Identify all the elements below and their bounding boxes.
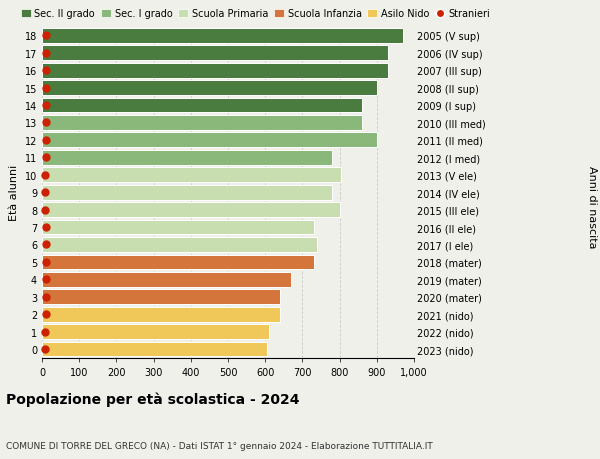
Point	[40, 189, 50, 196]
Point	[41, 259, 50, 266]
Point	[41, 276, 50, 283]
Bar	[42, 29, 403, 44]
Bar	[42, 325, 269, 339]
Point	[41, 85, 50, 92]
Bar	[42, 272, 291, 287]
Bar	[42, 185, 332, 200]
Bar	[42, 290, 280, 304]
Bar	[42, 81, 377, 96]
Point	[40, 328, 50, 336]
Bar	[42, 116, 362, 131]
Point	[40, 207, 50, 214]
Bar	[42, 46, 388, 61]
Point	[41, 33, 51, 40]
Bar	[42, 238, 317, 252]
Point	[40, 172, 50, 179]
Bar	[42, 133, 377, 148]
Bar	[42, 98, 362, 113]
Point	[41, 119, 51, 127]
Legend: Sec. II grado, Sec. I grado, Scuola Primaria, Scuola Infanzia, Asilo Nido, Stran: Sec. II grado, Sec. I grado, Scuola Prim…	[21, 9, 491, 19]
Point	[40, 346, 50, 353]
Y-axis label: Età alunni: Età alunni	[9, 165, 19, 221]
Bar	[42, 342, 267, 357]
Text: COMUNE DI TORRE DEL GRECO (NA) - Dati ISTAT 1° gennaio 2024 - Elaborazione TUTTI: COMUNE DI TORRE DEL GRECO (NA) - Dati IS…	[6, 441, 433, 450]
Point	[41, 102, 50, 110]
Bar	[42, 220, 314, 235]
Point	[41, 67, 50, 75]
Point	[41, 311, 50, 318]
Point	[41, 50, 50, 57]
Bar	[42, 307, 280, 322]
Bar	[42, 255, 314, 270]
Point	[41, 241, 50, 249]
Text: Popolazione per età scolastica - 2024: Popolazione per età scolastica - 2024	[6, 392, 299, 406]
Bar	[42, 64, 388, 78]
Point	[41, 154, 51, 162]
Point	[41, 224, 50, 231]
Bar	[42, 151, 332, 165]
Point	[41, 293, 50, 301]
Text: Anni di nascita: Anni di nascita	[587, 165, 597, 248]
Bar	[42, 168, 341, 183]
Bar	[42, 203, 340, 218]
Point	[41, 137, 50, 144]
